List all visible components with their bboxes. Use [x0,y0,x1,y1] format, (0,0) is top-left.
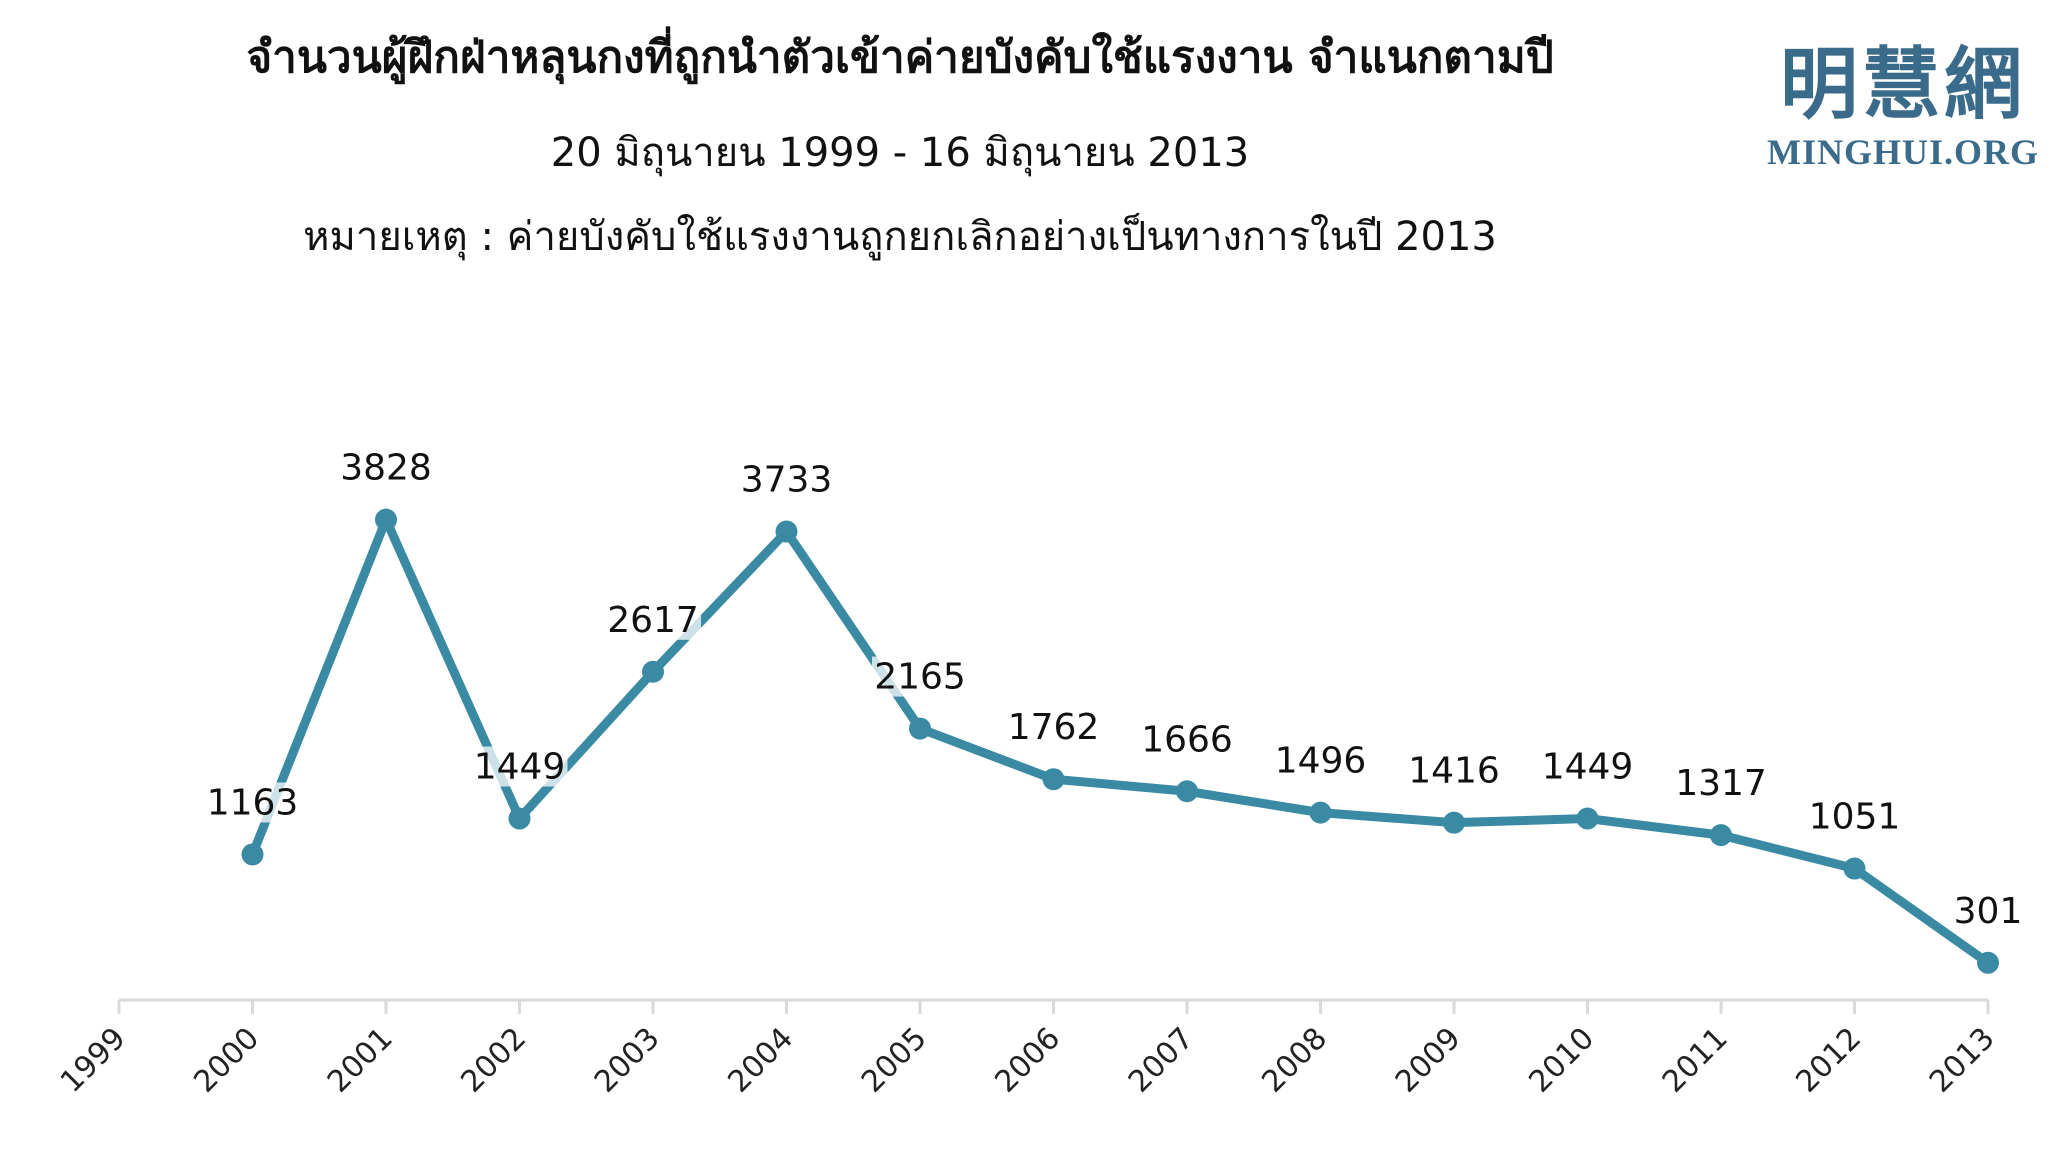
data-label-background [471,746,568,787]
data-point [1843,857,1866,880]
data-label: 1449 [1542,747,1634,788]
data-label-background [1673,763,1769,804]
x-tick-label: 1999 [54,1021,133,1100]
x-tick-label: 2010 [1522,1021,1601,1100]
data-point [775,520,798,543]
x-tick-label: 2013 [1923,1021,2002,1100]
data-label-background [605,599,701,640]
data-point [1176,780,1198,803]
chart-subtitle: 20 มิถุนายน 1999 - 16 มิถุนายน 2013 [550,130,1250,176]
series-line [248,515,1993,968]
data-label-background [204,782,301,823]
data-label: 1496 [1275,741,1367,782]
minghui-logo: 明慧網 MINGHUI.ORG [1753,40,2053,174]
data-label-background [1951,890,2025,931]
data-point [1576,807,1599,830]
data-label-background [1806,796,1903,837]
data-label-background [338,447,434,488]
data-point [909,717,931,740]
data-point [1710,824,1732,847]
data-label: 1666 [1141,719,1233,760]
data-label: 2617 [607,600,699,641]
x-tick-label: 2001 [321,1021,400,1100]
series-line-group [248,515,1993,968]
data-label: 2165 [874,657,966,698]
x-tick-label: 2007 [1122,1021,1201,1100]
x-tick-label: 2006 [988,1021,1067,1100]
x-tick-label: 2005 [855,1021,934,1100]
data-point [241,843,264,866]
data-label-background [872,656,968,697]
x-tick-label: 2011 [1656,1021,1735,1100]
logo-english-text: MINGHUI.ORG [1767,132,2039,172]
x-tick-label: 2003 [588,1021,667,1100]
data-label: 301 [1954,891,2023,932]
data-label: 1416 [1408,751,1500,792]
data-label-background [1539,746,1636,787]
x-tick-label: 2000 [187,1021,266,1100]
data-label-background [1005,707,1102,748]
data-label: 1317 [1675,763,1767,804]
data-point [375,508,397,531]
data-label-background [1272,740,1369,781]
x-tick-label: 2012 [1789,1021,1868,1100]
data-point [1977,951,1999,974]
data-point [1443,811,1465,834]
data-label-background [1139,719,1235,760]
data-point [1042,768,1065,791]
x-tick-label: 2008 [1255,1021,1334,1100]
data-label: 1163 [207,782,299,823]
x-axis [117,998,1990,1014]
data-label-background [738,459,835,500]
data-points [241,508,1999,974]
x-tick-label: 2002 [454,1021,533,1100]
x-tick-label: 2004 [721,1021,800,1100]
data-label: 3733 [741,460,833,501]
chart-title: จำนวนผู้ฝึกฝ่าหลุนกงที่ถูกนำตัวเข้าค่ายบ… [246,32,1554,83]
logo-chinese-text: 明慧網 [1779,39,2026,130]
x-tick-labels: 1999 2000 2001 2002 2003 2004 2005 2006 2007 2008… [54,1021,2002,1100]
data-point [642,660,664,683]
data-label: 1449 [474,747,566,788]
data-point [1309,801,1332,824]
data-label: 1051 [1809,797,1901,838]
data-label-background [1406,750,1502,791]
chart-note: หมายเหตุ : ค่ายบังคับใช้แรงงานถูกยกเลิกอ… [303,214,1497,260]
data-labels: 1163 3828 1449 2617 3733 2165 1762 1666 1496 1416… [204,447,2025,932]
data-label: 1762 [1008,707,1100,748]
data-label: 3828 [340,448,432,489]
x-tick-label: 2009 [1389,1021,1468,1100]
data-point [508,807,531,830]
